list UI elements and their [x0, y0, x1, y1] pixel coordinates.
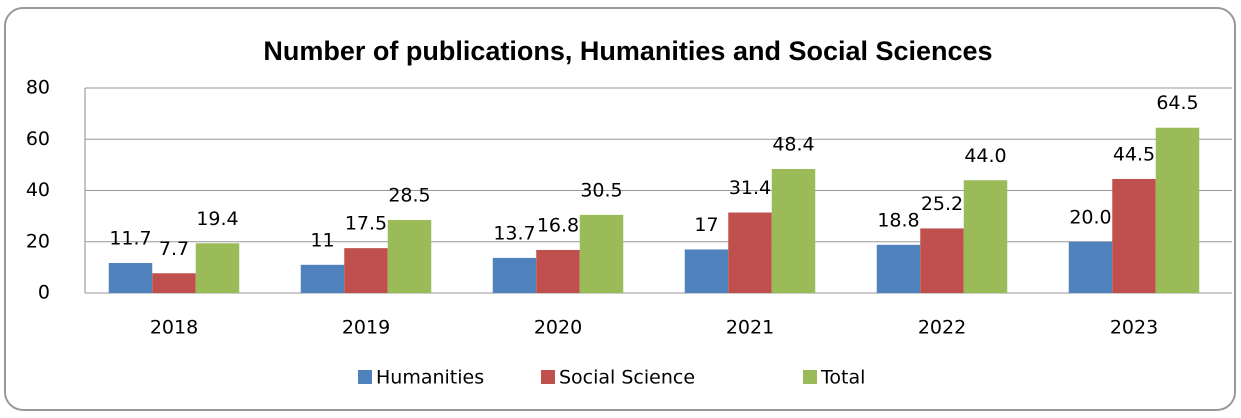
legend-swatch: [358, 370, 372, 384]
data-label: 13.7: [493, 222, 535, 244]
y-tick-label: 40: [26, 179, 50, 201]
bar: [344, 248, 388, 293]
data-label: 25.2: [921, 193, 963, 215]
y-tick-label: 0: [38, 282, 50, 304]
data-label: 17: [694, 214, 718, 236]
x-tick-label: 2018: [150, 317, 198, 339]
x-tick-label: 2020: [534, 317, 582, 339]
data-label: 20.0: [1069, 206, 1111, 228]
data-label: 16.8: [537, 214, 579, 236]
bar: [152, 273, 196, 293]
data-label: 17.5: [345, 213, 387, 235]
y-tick-label: 80: [26, 77, 50, 99]
bar: [684, 249, 729, 293]
data-label: 11: [310, 229, 334, 251]
data-label: 11.7: [109, 228, 151, 250]
data-label: 44.0: [964, 145, 1006, 167]
bar: [536, 249, 580, 293]
data-label: 31.4: [729, 177, 771, 199]
bar: [876, 244, 921, 293]
bar: [728, 212, 772, 293]
x-tick-label: 2023: [1110, 317, 1158, 339]
data-label: 44.5: [1113, 143, 1155, 165]
bar: [387, 219, 432, 293]
bar: [492, 257, 537, 293]
y-tick-label: 60: [26, 128, 50, 150]
bar: [300, 264, 345, 293]
bar: [920, 228, 964, 293]
data-label: 19.4: [196, 208, 238, 230]
data-label: 30.5: [580, 179, 622, 201]
legend-label: Social Science: [559, 367, 695, 389]
y-tick-label: 20: [26, 230, 50, 252]
bar: [963, 180, 1008, 293]
bar: [1155, 127, 1200, 293]
data-label: 7.7: [159, 238, 189, 260]
chart-frame: [4, 7, 1236, 411]
data-label: 18.8: [877, 209, 919, 231]
data-label: 64.5: [1156, 92, 1198, 114]
bar: [579, 214, 624, 293]
x-tick-label: 2021: [726, 317, 774, 339]
bar: [195, 243, 240, 293]
bar: [1112, 178, 1156, 293]
bar: [771, 168, 816, 293]
bar: [108, 263, 153, 293]
chart-title: Number of publications, Humanities and S…: [263, 36, 992, 66]
legend-label: Total: [820, 367, 865, 389]
data-label: 48.4: [772, 133, 814, 155]
x-tick-label: 2022: [918, 317, 966, 339]
legend-swatch: [803, 370, 817, 384]
x-tick-label: 2019: [342, 317, 390, 339]
legend-label: Humanities: [376, 367, 484, 389]
bar: [1068, 241, 1113, 293]
legend-swatch: [541, 370, 555, 384]
data-label: 28.5: [388, 184, 430, 206]
